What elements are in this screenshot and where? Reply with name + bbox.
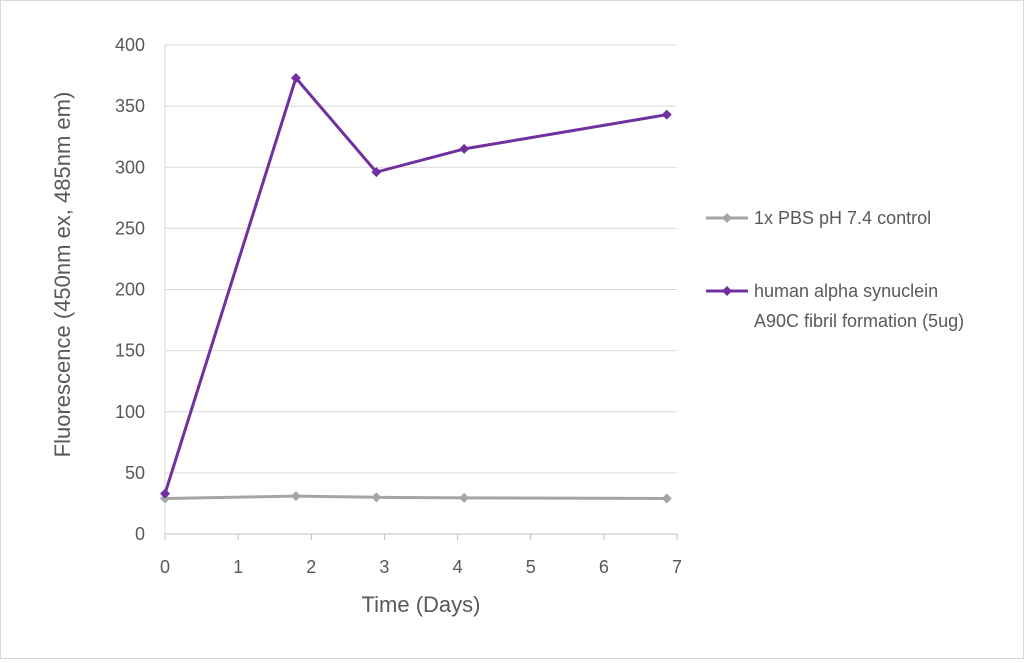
x-tick-label: 1 bbox=[233, 557, 243, 577]
legend-label-2: A90C fibril formation (5ug) bbox=[754, 311, 964, 331]
x-tick-label: 0 bbox=[160, 557, 170, 577]
y-tick-label: 200 bbox=[115, 280, 145, 300]
x-tick-label: 2 bbox=[306, 557, 316, 577]
x-tick-label: 5 bbox=[526, 557, 536, 577]
legend-label-1: 1x PBS pH 7.4 control bbox=[754, 208, 931, 228]
series-line-1 bbox=[164, 494, 667, 500]
data-point bbox=[290, 491, 301, 502]
legend: 1x PBS pH 7.4 control human alpha synucle… bbox=[706, 208, 964, 331]
data-point bbox=[371, 492, 382, 503]
gridlines bbox=[165, 44, 677, 474]
y-tick-label: 150 bbox=[115, 341, 145, 361]
data-point bbox=[371, 167, 382, 178]
legend-marker-1 bbox=[722, 213, 732, 223]
x-tick-label: 7 bbox=[672, 557, 682, 577]
data-point bbox=[661, 109, 672, 120]
y-tick-label: 100 bbox=[115, 402, 145, 422]
y-tick-label: 250 bbox=[115, 218, 145, 238]
x-tick-label: 6 bbox=[599, 557, 609, 577]
legend-label-2: human alpha synuclein bbox=[754, 281, 938, 301]
data-point bbox=[459, 492, 470, 503]
legend-marker-2 bbox=[722, 286, 732, 296]
y-tick-label: 0 bbox=[135, 524, 145, 544]
y-tick-label: 350 bbox=[115, 96, 145, 116]
axes: 0 50 100 150 200 250 300 350 400 0 1 2 3 4 5 6 7 bbox=[115, 35, 682, 577]
y-tick-label: 300 bbox=[115, 157, 145, 177]
y-tick-label: 50 bbox=[125, 463, 145, 483]
series-line-2 bbox=[163, 76, 668, 495]
x-tick-label: 3 bbox=[379, 557, 389, 577]
y-axis-title: Fluorescence (450nm ex, 485nm em) bbox=[50, 92, 75, 458]
data-point bbox=[459, 143, 470, 154]
x-axis-title: Time (Days) bbox=[362, 592, 481, 617]
y-tick-label: 400 bbox=[115, 35, 145, 55]
data-point bbox=[160, 488, 170, 499]
data-point bbox=[290, 73, 301, 84]
data-point bbox=[661, 493, 672, 504]
x-tick-label: 4 bbox=[453, 557, 463, 577]
series-layer bbox=[160, 73, 672, 504]
